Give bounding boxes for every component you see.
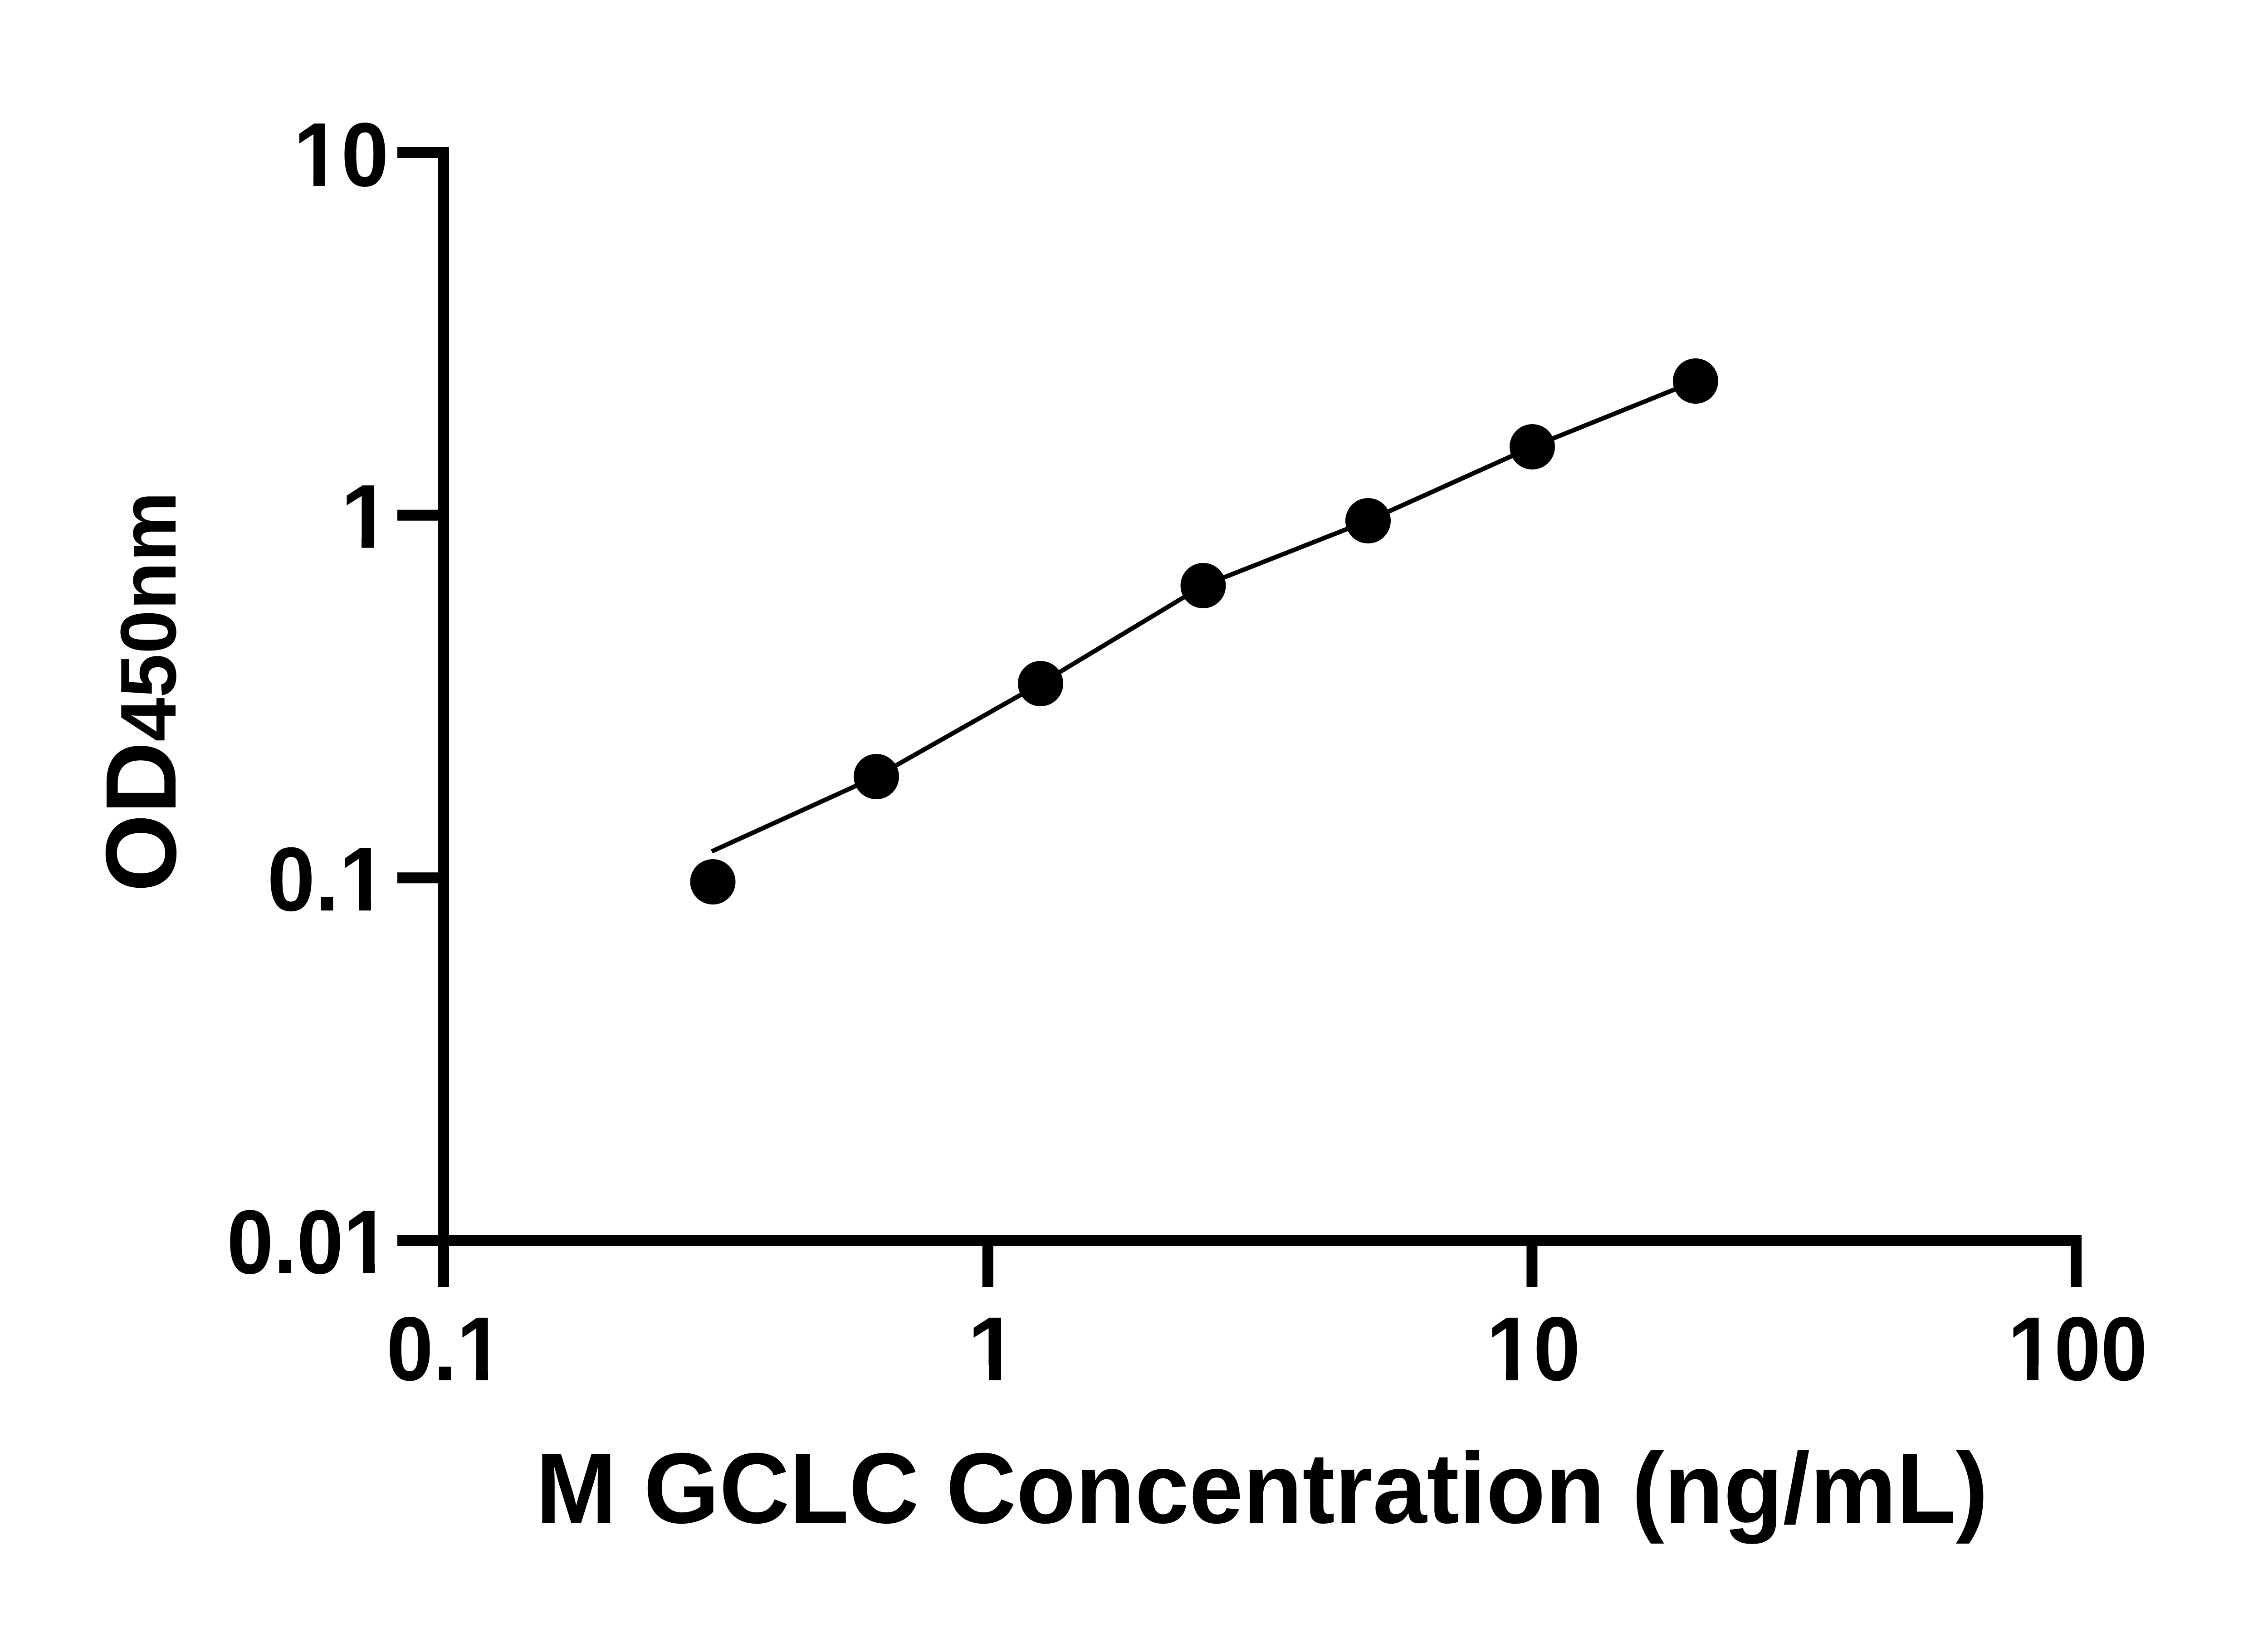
svg-text:0.1: 0.1 — [386, 1299, 503, 1400]
svg-text:M GCLC Concentration (ng/mL): M GCLC Concentration (ng/mL) — [536, 1432, 1988, 1544]
svg-text:OD450nm: OD450nm — [85, 492, 197, 892]
svg-text:10: 10 — [1486, 1299, 1580, 1400]
svg-text:0.1: 0.1 — [267, 829, 387, 930]
svg-text:100: 100 — [2008, 1299, 2147, 1400]
svg-text:1: 1 — [341, 466, 391, 567]
svg-text:10: 10 — [293, 104, 389, 205]
svg-text:1: 1 — [968, 1299, 1018, 1400]
svg-text:0.01: 0.01 — [227, 1192, 390, 1293]
